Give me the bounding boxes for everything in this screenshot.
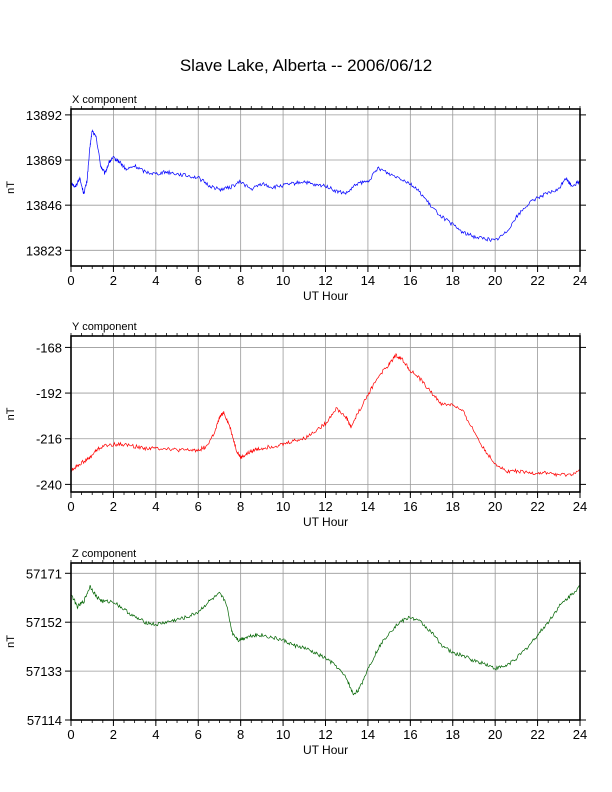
plot-frame bbox=[70, 108, 581, 267]
x-tick-label: 0 bbox=[67, 273, 74, 288]
plot-frame bbox=[70, 562, 581, 721]
x-tick-label: 0 bbox=[67, 727, 74, 742]
x-tick-label: 10 bbox=[276, 499, 290, 514]
x-tick-label: 0 bbox=[67, 499, 74, 514]
x-tick-label: 12 bbox=[318, 499, 332, 514]
y-tick-label: 13846 bbox=[26, 198, 62, 213]
x-axis-label: UT Hour bbox=[303, 743, 348, 757]
x-tick-label: 14 bbox=[361, 499, 375, 514]
page-title: Slave Lake, Alberta -- 2006/06/12 bbox=[179, 56, 433, 75]
x-axis-label: UT Hour bbox=[303, 515, 348, 529]
x-tick-label: 14 bbox=[361, 273, 375, 288]
x-tick-label: 4 bbox=[152, 273, 159, 288]
x-tick-label: 4 bbox=[152, 727, 159, 742]
data-series-line bbox=[70, 585, 581, 696]
x-tick-label: 24 bbox=[573, 499, 587, 514]
chart-title: X component bbox=[72, 94, 137, 106]
y-tick-label: 57152 bbox=[26, 615, 62, 630]
x-tick-label: 16 bbox=[403, 273, 417, 288]
x-tick-label: 24 bbox=[573, 727, 587, 742]
x-tick-label: 12 bbox=[318, 727, 332, 742]
x-tick-label: 8 bbox=[237, 499, 244, 514]
x-tick-label: 6 bbox=[195, 727, 202, 742]
x-tick-label: 10 bbox=[276, 273, 290, 288]
chart-title: Z component bbox=[72, 548, 136, 560]
y-axis-label: nT bbox=[5, 181, 17, 194]
x-tick-label: 4 bbox=[152, 499, 159, 514]
data-series-line bbox=[70, 129, 581, 243]
data-series-line bbox=[70, 352, 581, 478]
x-tick-label: 12 bbox=[318, 273, 332, 288]
y-tick-label: -216 bbox=[36, 432, 62, 447]
x-tick-label: 8 bbox=[237, 727, 244, 742]
x-tick-label: 20 bbox=[488, 273, 502, 288]
x-tick-label: 20 bbox=[488, 727, 502, 742]
y-tick-label: 57133 bbox=[26, 664, 62, 679]
y-tick-label: 57114 bbox=[27, 713, 62, 728]
plot-frame bbox=[70, 335, 581, 493]
x-axis-label: UT Hour bbox=[303, 289, 348, 303]
x-tick-label: 18 bbox=[446, 273, 460, 288]
x-tick-label: 16 bbox=[403, 499, 417, 514]
x-tick-label: 10 bbox=[276, 727, 290, 742]
x-tick-label: 22 bbox=[530, 273, 544, 288]
x-tick-label: 6 bbox=[195, 273, 202, 288]
y-tick-label: -240 bbox=[36, 477, 62, 492]
x-tick-label: 6 bbox=[195, 499, 202, 514]
x-tick-label: 2 bbox=[110, 727, 117, 742]
x-tick-label: 2 bbox=[110, 499, 117, 514]
y-tick-label: -192 bbox=[36, 386, 62, 401]
x-tick-label: 2 bbox=[110, 273, 117, 288]
y-tick-label: -168 bbox=[36, 340, 62, 355]
x-tick-label: 22 bbox=[530, 499, 544, 514]
y-axis-label: nT bbox=[5, 635, 17, 648]
y-tick-label: 13823 bbox=[26, 243, 62, 258]
x-tick-label: 18 bbox=[446, 499, 460, 514]
x-tick-label: 18 bbox=[446, 727, 460, 742]
x-tick-label: 8 bbox=[237, 273, 244, 288]
y-tick-label: 13869 bbox=[26, 153, 62, 168]
y-axis-label: nT bbox=[5, 407, 17, 420]
x-tick-label: 24 bbox=[573, 273, 587, 288]
x-tick-label: 20 bbox=[488, 499, 502, 514]
x-tick-label: 16 bbox=[403, 727, 417, 742]
y-tick-label: 13892 bbox=[26, 108, 62, 123]
y-tick-label: 57171 bbox=[26, 566, 62, 581]
x-tick-label: 22 bbox=[530, 727, 544, 742]
x-tick-label: 14 bbox=[361, 727, 375, 742]
chart-title: Y component bbox=[72, 321, 137, 333]
